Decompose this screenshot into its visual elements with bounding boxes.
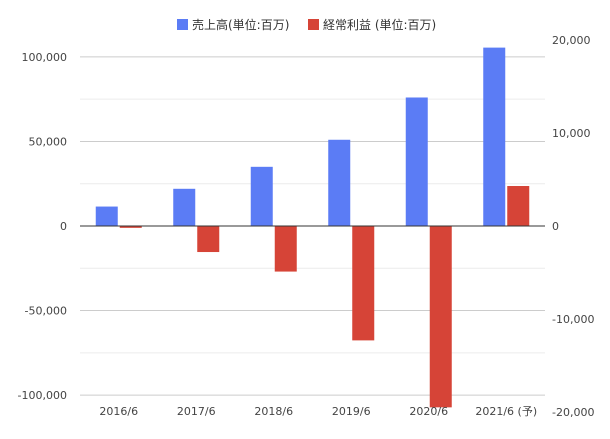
revenue-bar-2017/6 bbox=[173, 188, 196, 226]
revenue-bar-2021/6 (予) bbox=[483, 47, 506, 226]
profit-bar-2017/6 bbox=[197, 226, 220, 253]
left-y-tick-label: 50,000 bbox=[29, 135, 68, 148]
gridlines bbox=[80, 56, 545, 396]
legend-label-1: 経常利益 (単位:百万) bbox=[323, 17, 436, 32]
right-y-tick-label: 0 bbox=[552, 220, 559, 233]
profit-bar-2020/6 bbox=[429, 226, 452, 408]
right-y-tick-label: -20,000 bbox=[552, 406, 594, 419]
x-tick-label: 2020/6 bbox=[409, 405, 448, 418]
legend-swatch-1 bbox=[308, 19, 319, 30]
profit-bar-2019/6 bbox=[352, 226, 375, 341]
right-y-tick-label: 10,000 bbox=[552, 127, 591, 140]
x-tick-label: 2021/6 (予) bbox=[475, 405, 537, 418]
profit-bar-2018/6 bbox=[274, 226, 297, 272]
x-tick-label: 2017/6 bbox=[177, 405, 216, 418]
bars bbox=[95, 47, 530, 408]
legend-swatch-0 bbox=[177, 19, 188, 30]
x-tick-label: 2018/6 bbox=[254, 405, 293, 418]
legend-label-0: 売上高(単位:百万) bbox=[192, 17, 289, 32]
left-y-axis: -100,000 -50,000 0 50,000 100,000 bbox=[18, 51, 67, 402]
right-y-tick-label: 20,000 bbox=[552, 34, 591, 47]
right-y-tick-label: -10,000 bbox=[552, 313, 594, 326]
revenue-bar-2018/6 bbox=[250, 166, 273, 226]
revenue-bar-2019/6 bbox=[328, 139, 351, 226]
revenue-bar-2016/6 bbox=[95, 206, 118, 226]
profit-bar-2016/6 bbox=[119, 226, 142, 228]
left-y-tick-label: -100,000 bbox=[18, 389, 67, 402]
revenue-bar-2020/6 bbox=[405, 97, 428, 226]
legend: 売上高(単位:百万) 経常利益 (単位:百万) bbox=[177, 17, 436, 32]
right-y-axis: -20,000 -10,000 0 10,000 20,000 bbox=[552, 34, 594, 419]
left-y-tick-label: 0 bbox=[60, 220, 67, 233]
left-y-tick-label: 100,000 bbox=[22, 51, 68, 64]
profit-bar-2021/6 (予) bbox=[507, 186, 530, 226]
left-y-tick-label: -50,000 bbox=[25, 305, 67, 318]
x-tick-label: 2016/6 bbox=[99, 405, 138, 418]
x-tick-label: 2019/6 bbox=[332, 405, 371, 418]
x-axis: 2016/6 2017/6 2018/6 2019/6 2020/6 2021/6 (予) bbox=[99, 405, 537, 418]
